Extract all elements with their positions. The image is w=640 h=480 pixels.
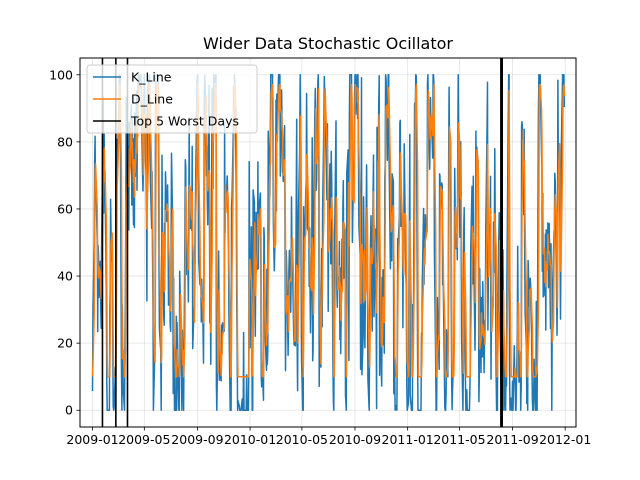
y-tick-label: 100	[49, 67, 73, 82]
legend-item-worst-days-label: Top 5 Worst Days	[130, 114, 239, 129]
y-tick-label: 80	[57, 134, 73, 149]
x-tick-label: 2010-05	[276, 432, 328, 447]
x-tick-label: 2011-05	[433, 432, 485, 447]
x-tick-label: 2010-09	[329, 432, 381, 447]
x-tick-label: 2011-01	[382, 432, 434, 447]
series-layer	[91, 74, 566, 411]
series-k-line	[91, 74, 566, 411]
series-d-line	[91, 84, 566, 378]
legend-item-k-line-label: K_Line	[131, 70, 172, 85]
x-tick-label: 2010-01	[224, 432, 276, 447]
x-tick-label: 2009-01	[66, 432, 118, 447]
legend-box	[86, 64, 258, 134]
legend-item-d-line-label: D_Line	[131, 92, 173, 107]
y-tick-label: 20	[57, 336, 73, 351]
legend: K_Line D_Line Top 5 Worst Days	[86, 64, 258, 134]
x-tick-label: 2009-05	[118, 432, 170, 447]
chart-title: Wider Data Stochastic Ocillator	[203, 34, 453, 53]
axes: 2009-01 2009-05 2009-09 2010-01 2010-05 2010-…	[49, 67, 591, 447]
x-tick-label: 2012-01	[539, 432, 591, 447]
y-tick-label: 0	[65, 403, 73, 418]
plot-frame	[79, 57, 577, 428]
x-tick-label: 2011-09	[486, 432, 538, 447]
y-tick-label: 40	[57, 269, 73, 284]
y-tick-label: 60	[57, 201, 73, 216]
x-tick-label: 2009-09	[171, 432, 223, 447]
